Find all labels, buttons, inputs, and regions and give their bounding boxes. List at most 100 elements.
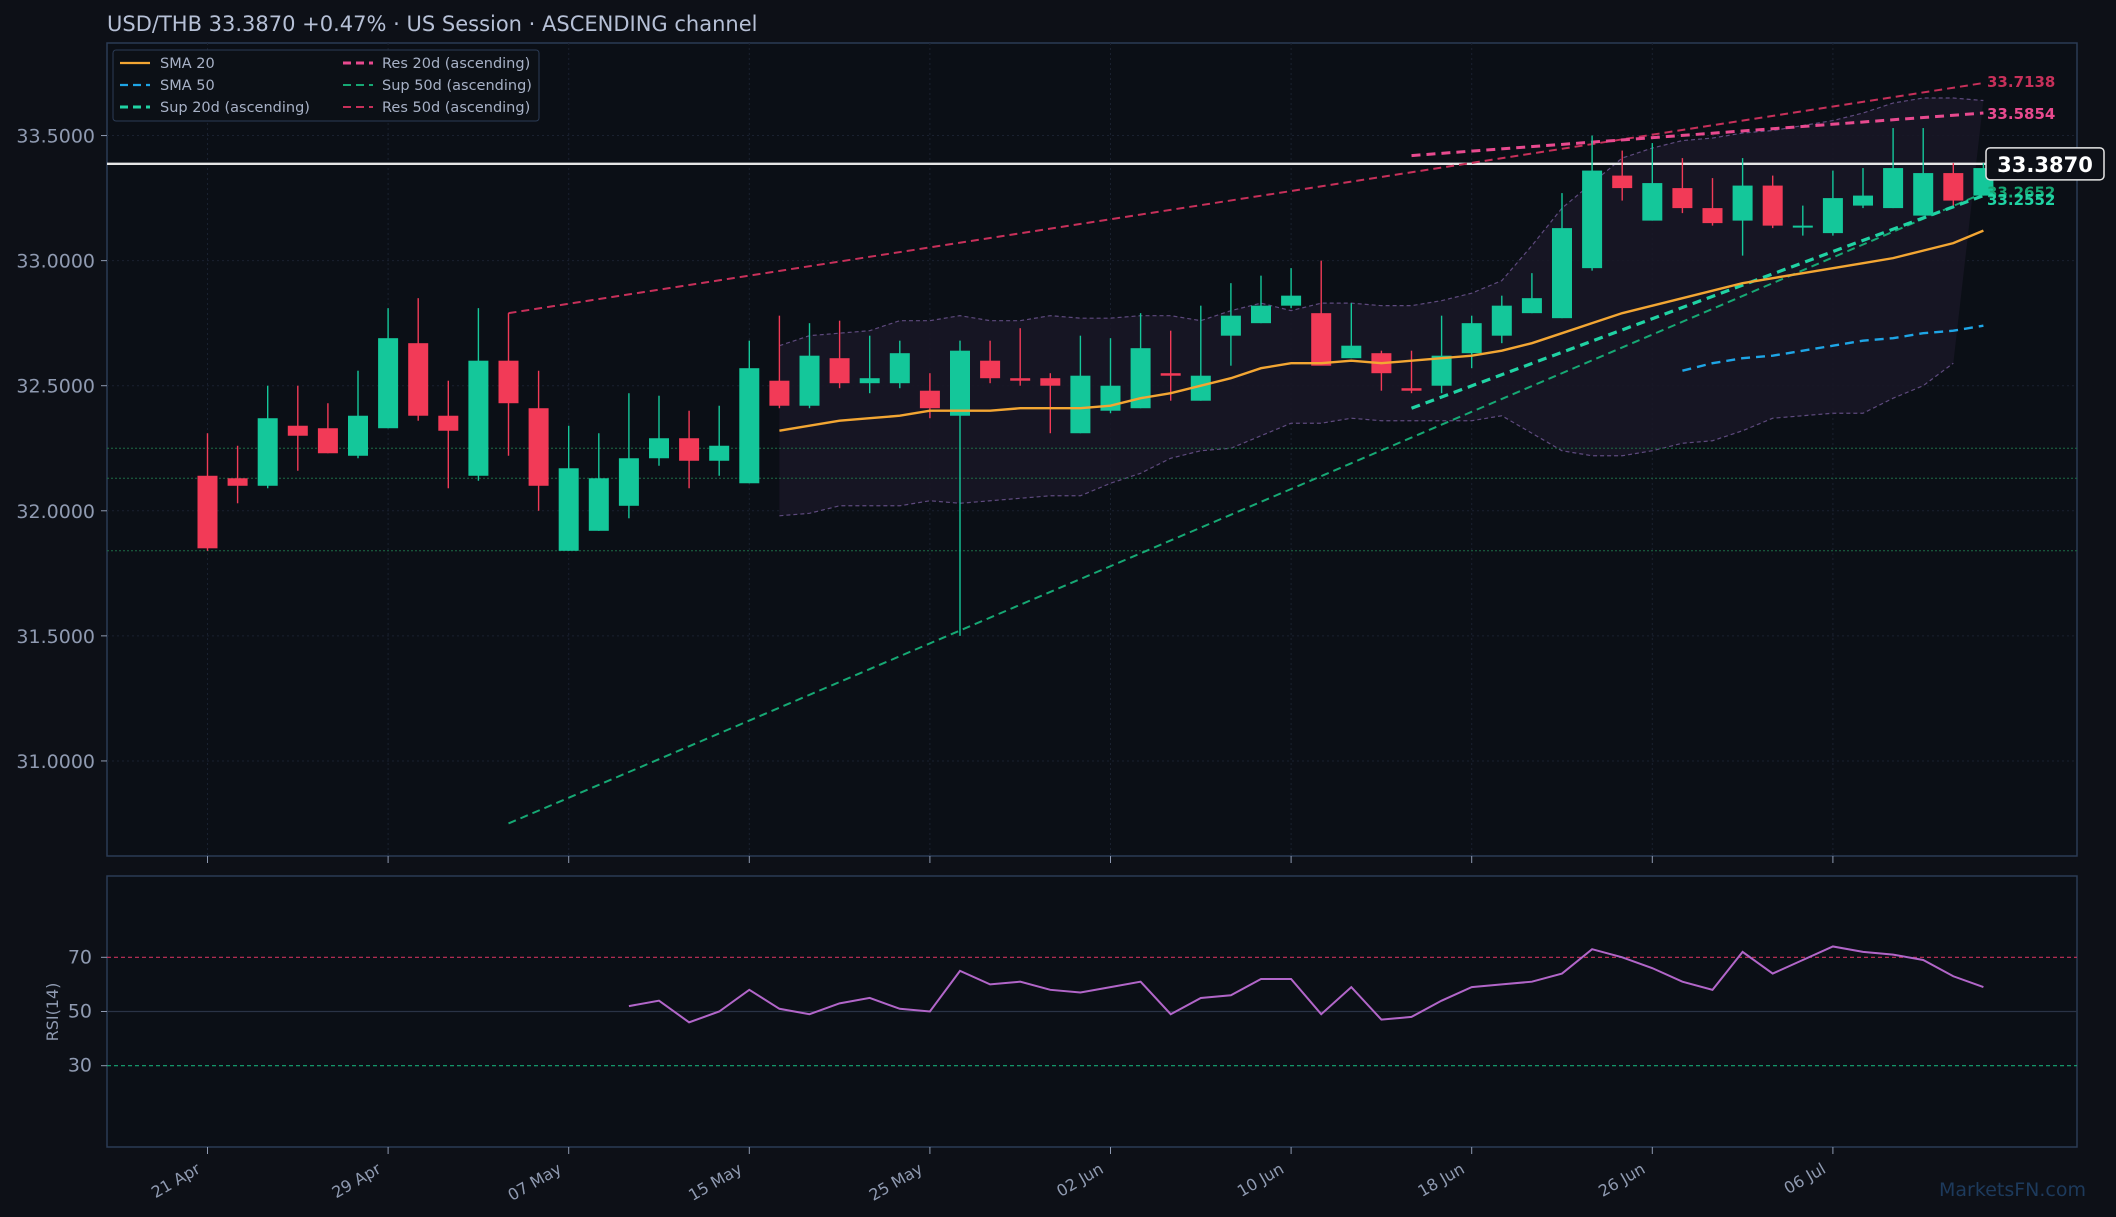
last-price-badge: 33.3870 [1985,147,2105,181]
candle-body [408,343,429,416]
band-upper [779,97,1984,347]
candle-body [1672,188,1693,209]
legend-label-res50: Res 50d (ascending) [382,100,530,116]
candle-body [1883,168,1904,209]
res20-line [1411,111,1984,158]
y-tick-label: 33.0000 [16,251,95,273]
candle-body [950,350,970,416]
legend-label-sup20: Sup 20d (ascending) [160,100,310,116]
candle-body [378,338,399,429]
candle-body [287,425,308,436]
right-price-label: 33.5854 [1987,105,2055,123]
y-tick-label: 31.5000 [16,626,95,648]
watermark: MarketsFN.com [1939,1179,2086,1201]
candle-body [1130,348,1151,409]
candle-body [739,368,760,484]
legend-label-sma50: SMA 50 [160,78,215,94]
candle-body [1160,373,1181,376]
candle-body [528,408,549,486]
candle-body [1220,315,1241,336]
candle-body [1913,173,1934,216]
rsi-tick-label: 70 [68,946,92,968]
candle-body [859,378,880,384]
candle-body [498,360,519,404]
candle-body [980,360,1001,379]
price-axis: 31.0000 31.5000 32.0000 32.5000 33.0000 33.50… [16,126,107,773]
candle-body [769,380,790,406]
candle-body [649,438,669,459]
candle-body [1702,208,1723,224]
res50-line [508,82,1984,315]
legend: SMA 20 SMA 50 Sup 20d (ascending) Res 20… [112,49,540,122]
y-tick-label: 32.5000 [16,376,95,398]
candle-body [1431,355,1452,386]
candle-body [1010,378,1031,381]
candle-body [257,418,278,486]
candle-body [679,438,700,461]
rsi-tick-label: 50 [68,1001,92,1023]
candle-body [1792,225,1813,228]
trend-lines [508,82,1984,825]
candle-body [889,353,910,384]
sup50-line [508,192,1984,825]
candle-body [1251,305,1271,324]
candle-body [1943,173,1964,201]
sma50-line [1682,324,1984,372]
candle-body [1521,298,1542,314]
chart-title: USD/THB 33.3870 +0.47% · US Session · AS… [107,12,757,36]
legend-label-sup50: Sup 50d (ascending) [382,78,532,94]
legend-label-sma20: SMA 20 [160,56,215,72]
rsi-tick-label: 30 [68,1055,92,1077]
candle-body [1190,375,1211,401]
candle-body [317,428,338,454]
y-tick-label: 31.0000 [16,751,95,773]
sup20-line [1410,194,1984,410]
candle-body [438,415,459,431]
candle-body [1853,195,1873,206]
candle-body [1491,305,1512,336]
candle-body [1822,198,1843,234]
right-price-label: 33.2552 [1987,191,2055,209]
rsi-axis-label: RSI(14) [43,983,62,1042]
candle-body [468,360,489,476]
candle-body [799,355,820,406]
candle-body [197,475,218,549]
rsi-line [628,945,1984,1024]
candle-body [1552,228,1572,319]
candle-body [1401,388,1422,391]
rsi-indicator: 30 50 70 [68,945,2077,1077]
candle-body [919,390,940,409]
candle-body [829,358,850,384]
candle-body [558,468,579,551]
legend-label-res20: Res 20d (ascending) [382,56,530,72]
last-price-box [1985,147,2105,181]
legend-box [112,49,540,122]
candle-body [1040,378,1061,386]
moving-averages [779,229,1984,432]
right-price-label: 33.2652 [1987,183,2055,201]
candle-body [1311,313,1332,366]
right-price-label: 33.7138 [1987,73,2055,91]
candle-body [1341,345,1362,359]
y-tick-label: 32.0000 [16,501,95,523]
candle-body [227,478,248,486]
candle-body [348,415,368,456]
last-price-label: 33.3870 [1997,153,2093,177]
candle-body [709,445,730,461]
y-tick-label: 33.5000 [16,126,95,148]
candle-body [1281,295,1302,306]
sma20-line [779,229,1984,432]
candle-body [1732,185,1753,221]
band-lower [779,362,1954,517]
candle-body [1070,375,1091,434]
candles [197,128,1994,636]
candle-body [1612,175,1633,189]
candle-body [618,458,639,506]
candle-body [1461,323,1482,354]
candle-body [1762,185,1783,226]
candle-body [588,478,609,531]
candle-body [1642,183,1663,221]
candle-body [1582,170,1603,269]
